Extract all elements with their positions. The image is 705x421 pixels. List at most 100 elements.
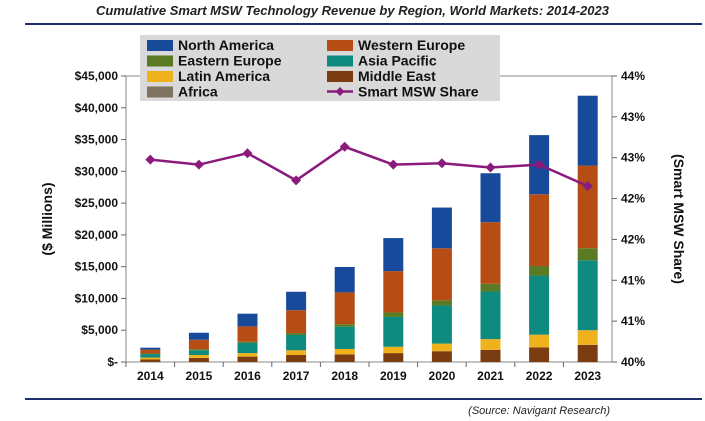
bar-asia-pacific-2014 xyxy=(140,354,161,358)
bar-eastern-europe-2016 xyxy=(237,341,258,343)
y2-tick-label: 43% xyxy=(621,110,645,124)
y2-tick-label: 42% xyxy=(621,192,645,206)
bar-asia-pacific-2015 xyxy=(188,350,209,356)
y-tick-label: $- xyxy=(107,355,118,369)
bar-western-europe-2019 xyxy=(383,271,404,313)
share-point-2019 xyxy=(388,159,399,170)
bar-middle-east-2015 xyxy=(188,357,209,362)
y-tick-label: $15,000 xyxy=(75,260,119,274)
bar-latin-america-2020 xyxy=(431,343,452,352)
x-tick-label: 2019 xyxy=(380,369,407,383)
bar-eastern-europe-2020 xyxy=(431,300,452,306)
bar-western-europe-2018 xyxy=(334,292,355,325)
bar-latin-america-2015 xyxy=(188,355,209,358)
bar-north-america-2023 xyxy=(577,95,598,166)
bottom-divider xyxy=(25,398,702,400)
legend-box xyxy=(140,35,500,101)
legend-label-asia-pacific: Asia Pacific xyxy=(358,53,437,69)
bar-eastern-europe-2022 xyxy=(529,266,550,276)
y-tick-label: $45,000 xyxy=(75,69,119,83)
bar-latin-america-2023 xyxy=(577,330,598,345)
share-point-2022 xyxy=(534,159,545,170)
bar-eastern-europe-2021 xyxy=(480,283,501,292)
y2-tick-label: 42% xyxy=(621,232,645,246)
bar-eastern-europe-2017 xyxy=(286,333,307,335)
bar-latin-america-2019 xyxy=(383,346,404,354)
legend-label-middle-east: Middle East xyxy=(358,68,436,84)
legend-label-latin-america: Latin America xyxy=(178,68,270,84)
bar-eastern-europe-2014 xyxy=(140,353,161,355)
bar-latin-america-2022 xyxy=(529,334,550,348)
bar-western-europe-2022 xyxy=(529,194,550,267)
bar-middle-east-2017 xyxy=(286,355,307,362)
bar-middle-east-2018 xyxy=(334,354,355,362)
bar-north-america-2021 xyxy=(480,173,501,223)
share-point-2016 xyxy=(242,148,253,159)
bar-latin-america-2016 xyxy=(237,353,258,357)
bar-latin-america-2017 xyxy=(286,350,307,356)
bar-asia-pacific-2022 xyxy=(529,275,550,335)
chart-title: Cumulative Smart MSW Technology Revenue … xyxy=(96,3,609,18)
bar-asia-pacific-2021 xyxy=(480,291,501,340)
x-tick-label: 2020 xyxy=(429,369,456,383)
y2-tick-label: 44% xyxy=(621,69,645,83)
bar-eastern-europe-2023 xyxy=(577,248,598,261)
bar-middle-east-2016 xyxy=(237,356,258,362)
bar-eastern-europe-2018 xyxy=(334,324,355,327)
legend-swatch-latin-america xyxy=(147,71,173,82)
x-tick-label: 2017 xyxy=(283,369,310,383)
x-tick-label: 2021 xyxy=(477,369,504,383)
bar-western-europe-2015 xyxy=(188,339,209,350)
bar-western-europe-2014 xyxy=(140,349,161,354)
bar-north-america-2018 xyxy=(334,266,355,293)
share-point-2021 xyxy=(485,162,496,173)
bar-eastern-europe-2015 xyxy=(188,349,209,351)
bar-asia-pacific-2017 xyxy=(286,334,307,351)
bar-north-america-2019 xyxy=(383,238,404,272)
y-tick-label: $30,000 xyxy=(75,164,119,178)
x-tick-label: 2014 xyxy=(137,369,164,383)
bar-western-europe-2021 xyxy=(480,222,501,284)
bar-asia-pacific-2023 xyxy=(577,260,598,331)
x-tick-label: 2016 xyxy=(234,369,261,383)
bar-north-america-2014 xyxy=(140,347,161,350)
bar-middle-east-2019 xyxy=(383,353,404,362)
bar-western-europe-2020 xyxy=(431,248,452,301)
bar-north-america-2017 xyxy=(286,291,307,311)
bar-eastern-europe-2019 xyxy=(383,312,404,317)
share-line xyxy=(150,145,589,188)
legend-swatch-north-america xyxy=(147,40,173,51)
y-tick-label: $35,000 xyxy=(75,133,119,147)
bar-latin-america-2021 xyxy=(480,339,501,350)
bar-middle-east-2022 xyxy=(529,347,550,362)
share-point-2018 xyxy=(339,141,350,152)
bar-latin-america-2018 xyxy=(334,348,355,355)
legend-swatch-middle-east xyxy=(327,71,353,82)
bar-middle-east-2023 xyxy=(577,344,598,362)
y-axis-title: ($ Millions) xyxy=(39,182,55,255)
top-divider xyxy=(25,23,702,25)
y2-axis-title: (Smart MSW Share) xyxy=(671,154,687,284)
legend-swatch-africa xyxy=(147,86,173,98)
share-point-2017 xyxy=(291,175,302,186)
bar-asia-pacific-2016 xyxy=(237,342,258,354)
bar-asia-pacific-2019 xyxy=(383,316,404,347)
x-tick-label: 2018 xyxy=(331,369,358,383)
legend-label-eastern-europe: Eastern Europe xyxy=(178,53,282,69)
y-tick-label: $40,000 xyxy=(75,101,119,115)
bar-north-america-2020 xyxy=(431,207,452,249)
share-point-2014 xyxy=(145,154,156,165)
bar-western-europe-2016 xyxy=(237,326,258,342)
x-tick-label: 2022 xyxy=(526,369,553,383)
bar-western-europe-2023 xyxy=(577,165,598,249)
x-tick-label: 2023 xyxy=(574,369,601,383)
legend-label-north-america: North America xyxy=(178,37,274,53)
x-tick-label: 2015 xyxy=(186,369,213,383)
legend-marker-smart-msw-share xyxy=(335,87,345,96)
y2-tick-label: 43% xyxy=(621,151,645,165)
bar-western-europe-2017 xyxy=(286,310,307,334)
bar-north-america-2015 xyxy=(188,332,209,340)
bar-north-america-2016 xyxy=(237,313,258,327)
y-tick-label: $10,000 xyxy=(75,291,119,305)
